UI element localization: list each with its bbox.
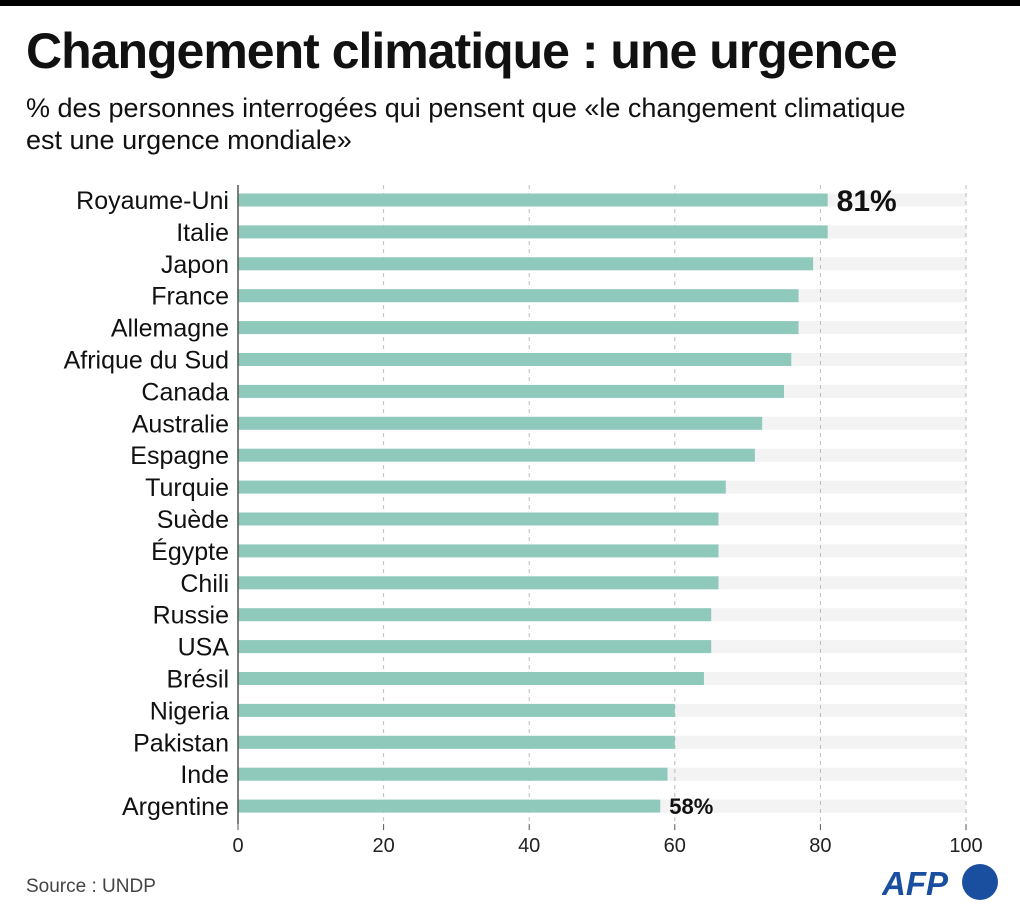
bar-USA bbox=[238, 640, 712, 654]
x-tick-label: 40 bbox=[518, 835, 540, 857]
bar-Australie bbox=[238, 416, 763, 430]
top-rule bbox=[0, 0, 1020, 6]
bar-France bbox=[238, 289, 799, 303]
category-label: USA bbox=[178, 634, 230, 662]
bar-Afrique du Sud bbox=[238, 353, 792, 366]
chart-subtitle: % des personnes interrogées qui pensent … bbox=[26, 93, 906, 155]
bar-Brésil bbox=[238, 672, 704, 685]
category-label: Royaume-Uni bbox=[76, 187, 229, 215]
x-tick-label: 60 bbox=[664, 835, 686, 857]
category-label: Suède bbox=[157, 506, 229, 534]
bar-Chili bbox=[238, 576, 719, 590]
category-label: Brésil bbox=[166, 666, 229, 694]
category-label: Afrique du Sud bbox=[64, 347, 229, 375]
bar-Italie bbox=[238, 225, 828, 239]
category-label: Égypte bbox=[151, 537, 229, 566]
category-label: Inde bbox=[180, 761, 229, 789]
category-label: Espagne bbox=[130, 442, 229, 470]
x-tick-label: 100 bbox=[949, 835, 982, 857]
x-tick-label: 20 bbox=[372, 835, 394, 857]
category-label: Argentine bbox=[122, 793, 229, 821]
bar-Allemagne bbox=[238, 321, 799, 335]
category-label: Turquie bbox=[145, 474, 229, 502]
source-note: Source : UNDP bbox=[26, 876, 156, 897]
category-label: Russie bbox=[153, 602, 229, 630]
category-label: Canada bbox=[141, 378, 229, 406]
category-label: Japon bbox=[161, 251, 229, 279]
bar-Royaume-Uni bbox=[238, 193, 828, 207]
bar-Russie bbox=[238, 608, 712, 622]
svg-text:AFP: AFP bbox=[882, 865, 949, 902]
x-tick-label: 80 bbox=[809, 835, 831, 857]
category-label: Australie bbox=[132, 410, 229, 438]
bar-Argentine bbox=[238, 799, 661, 813]
chart-title: Changement climatique : une urgence bbox=[26, 23, 898, 79]
bar-Suède bbox=[238, 512, 719, 526]
bar-Nigeria bbox=[238, 703, 675, 717]
afp-logo: AFP bbox=[882, 864, 998, 902]
category-label: Nigeria bbox=[150, 697, 229, 725]
bar-Inde bbox=[238, 767, 668, 781]
category-label: France bbox=[151, 283, 229, 311]
bar-Japon bbox=[238, 257, 814, 271]
data-label: 58% bbox=[669, 794, 713, 819]
bar-Espagne bbox=[238, 448, 755, 462]
data-label: 81% bbox=[837, 185, 897, 218]
bar-Turquie bbox=[238, 480, 726, 494]
category-label: Italie bbox=[176, 219, 229, 247]
category-label: Chili bbox=[180, 570, 229, 598]
category-label: Allemagne bbox=[111, 315, 229, 343]
x-tick-label: 0 bbox=[232, 835, 243, 857]
category-label: Pakistan bbox=[133, 729, 229, 757]
bar-Pakistan bbox=[238, 735, 675, 749]
bar-Canada bbox=[238, 384, 784, 398]
bar-Égypte bbox=[238, 544, 719, 558]
